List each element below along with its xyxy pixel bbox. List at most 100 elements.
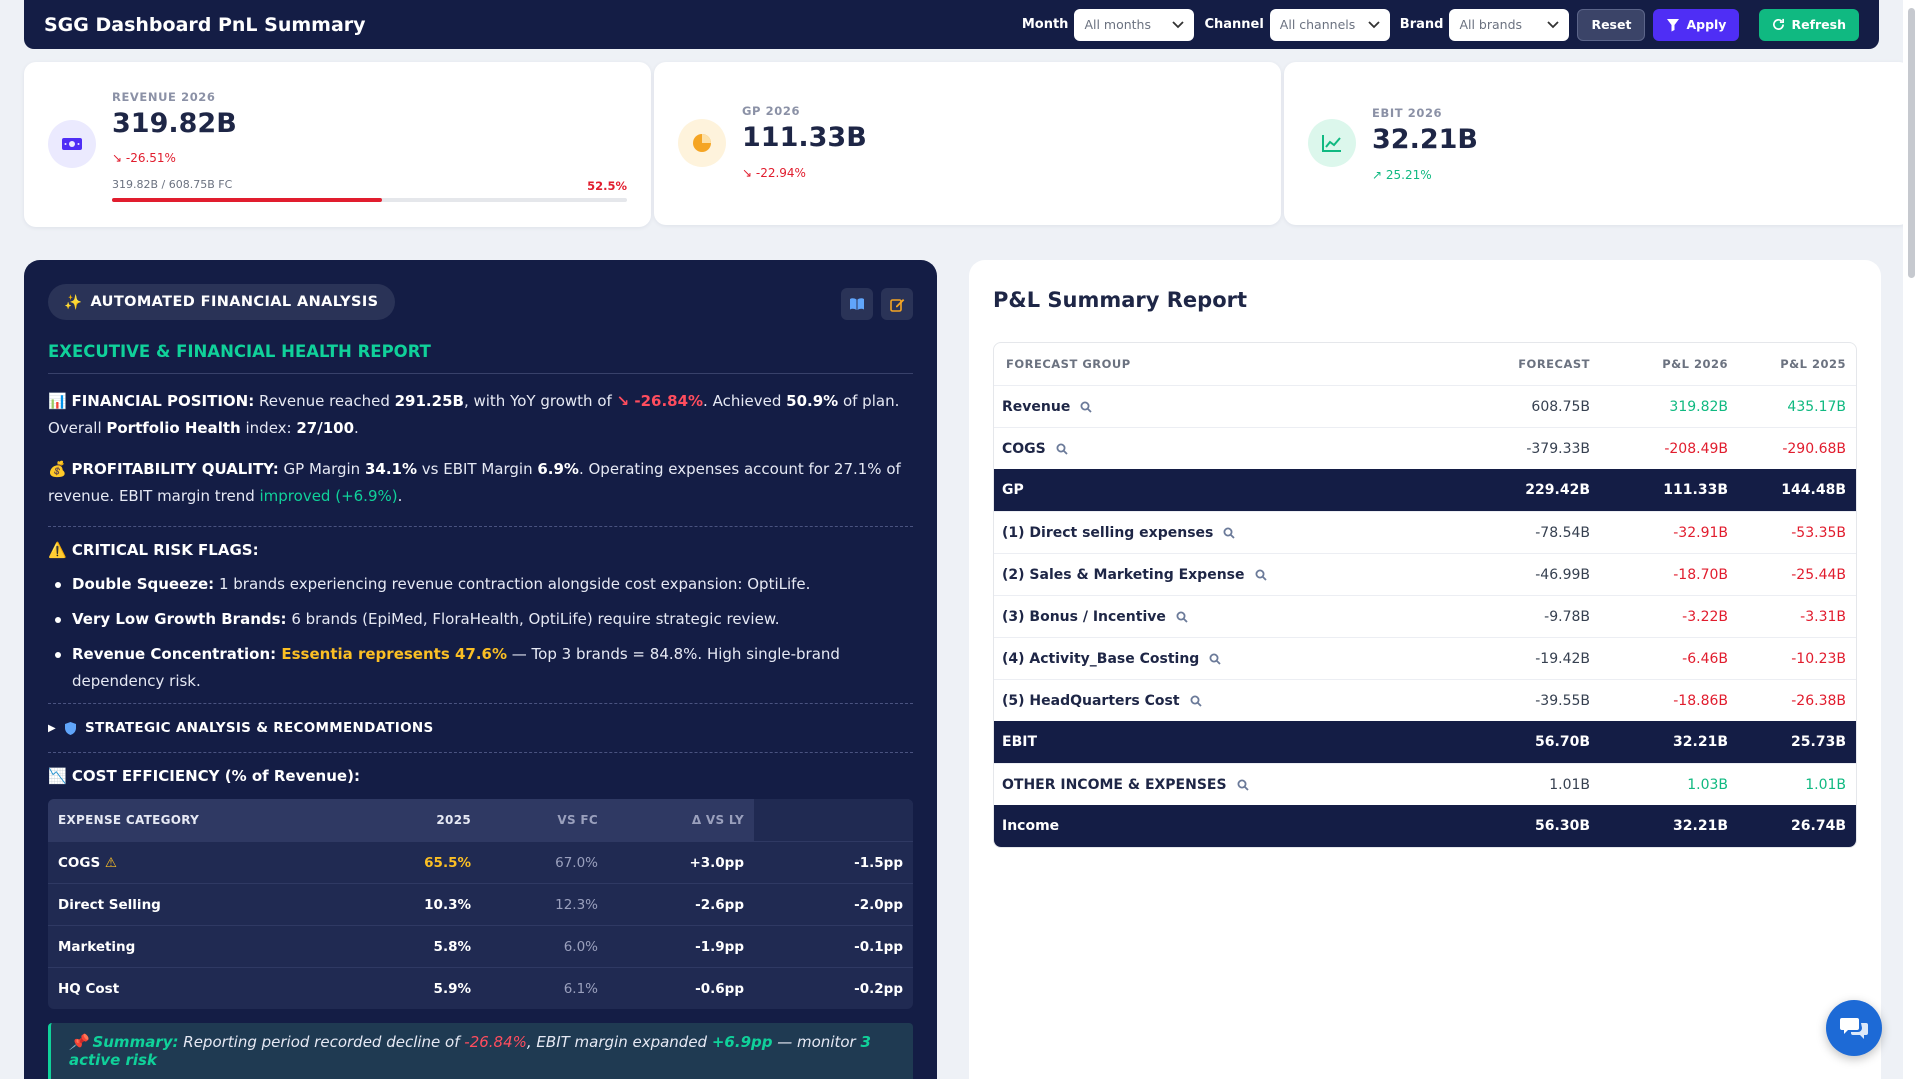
cell-pl-2026: 111.33B: [1663, 482, 1728, 498]
search-icon[interactable]: [1255, 569, 1267, 581]
cell-forecast: -78.54B: [1535, 524, 1590, 541]
page-scrollbar[interactable]: [1903, 0, 1919, 1079]
strategic-analysis-toggle[interactable]: ▶ STRATEGIC ANALYSIS & RECOMMENDATIONS: [48, 720, 913, 736]
sparkle-icon: ✨: [64, 294, 83, 311]
top-header: SGG Dashboard PnL Summary Month All mont…: [24, 0, 1879, 49]
cell-forecast: -46.99B: [1535, 566, 1590, 583]
channel-select[interactable]: All channels: [1269, 8, 1390, 41]
cell-name: Direct Selling: [58, 896, 161, 913]
kpi-value: 319.82B: [112, 108, 237, 139]
reset-button[interactable]: Reset: [1577, 8, 1646, 41]
table-row: COGS ⚠ 65.5% 67.0% +3.0pp -1.5pp: [48, 841, 913, 883]
table-row: (2) Sales & Marketing Expense -46.99B -18.…: [994, 553, 1856, 595]
apply-button-label: Apply: [1686, 17, 1727, 32]
warning-icon: ⚠: [104, 854, 117, 871]
row-label: (3) Bonus / Incentive: [994, 609, 1470, 625]
financial-position-paragraph: 📊 FINANCIAL POSITION: Revenue reached 29…: [48, 392, 900, 437]
table-row: Revenue 608.75B 319.82B 435.17B: [994, 385, 1856, 427]
chat-button[interactable]: [1826, 1000, 1882, 1056]
cell: 65.5%: [424, 854, 471, 871]
analysis-pill-label: AUTOMATED FINANCIAL ANALYSIS: [90, 294, 379, 310]
column-header: FORECAST: [1518, 357, 1590, 371]
cell-forecast: -19.42B: [1535, 650, 1590, 667]
divider: [48, 526, 913, 527]
cell: -2.0pp: [854, 896, 903, 913]
table-row: OTHER INCOME & EXPENSES 1.01B 1.03B 1.01B: [994, 763, 1856, 805]
refresh-button[interactable]: Refresh: [1759, 8, 1859, 41]
month-label: Month: [1021, 17, 1069, 32]
cell: 10.3%: [424, 896, 471, 913]
channel-label: Channel: [1204, 17, 1264, 32]
pie-chart-icon: [678, 119, 726, 167]
column-header: P&L 2025: [1780, 357, 1846, 371]
kpi-label: EBIT 2026: [1372, 106, 1443, 120]
cell-pl-2026: 32.21B: [1673, 818, 1728, 834]
pl-title: P&L Summary Report: [993, 288, 1248, 312]
kpi-label: GP 2026: [742, 104, 801, 118]
cell-forecast: -379.33B: [1526, 440, 1590, 457]
kpi-value: 32.21B: [1372, 124, 1478, 155]
list-item: Double Squeeze: 1 brands experiencing re…: [48, 571, 913, 598]
search-icon[interactable]: [1176, 611, 1188, 623]
row-label: GP: [1002, 482, 1024, 498]
search-icon[interactable]: [1056, 443, 1068, 455]
search-icon[interactable]: [1209, 653, 1221, 665]
scrollbar-thumb[interactable]: [1908, 8, 1915, 278]
month-select[interactable]: All months: [1074, 8, 1195, 41]
cell: -0.1pp: [854, 938, 903, 955]
cell-pl-2025: 26.74B: [1791, 818, 1846, 834]
cell: -2.6pp: [695, 896, 744, 913]
panel-tools: [833, 288, 913, 320]
apply-button[interactable]: Apply: [1653, 8, 1740, 41]
table-row: (1) Direct selling expenses -78.54B -32.91…: [994, 511, 1856, 553]
search-icon[interactable]: [1190, 695, 1202, 707]
divider: [48, 703, 913, 704]
cost-efficiency-title: 📉 COST EFFICIENCY (% of Revenue):: [48, 767, 360, 785]
cell: -0.2pp: [854, 980, 903, 997]
cell-pl-2026: -18.86B: [1673, 692, 1728, 709]
cell-forecast: 229.42B: [1525, 482, 1590, 498]
search-icon[interactable]: [1237, 779, 1249, 791]
table-row: Direct Selling 10.3% 12.3% -2.6pp -2.0pp: [48, 883, 913, 925]
cell-pl-2025: 1.01B: [1805, 776, 1846, 793]
kpi-card-revenue: REVENUE 2026 319.82B ↘ -26.51% 319.82B /…: [24, 62, 651, 227]
kpi-label: REVENUE 2026: [112, 90, 216, 104]
cell-pl-2026: -3.22B: [1682, 608, 1728, 625]
cell-pl-2025: -290.68B: [1782, 440, 1846, 457]
report-heading: EXECUTIVE & FINANCIAL HEALTH REPORT: [48, 342, 913, 374]
edit-button[interactable]: [881, 288, 913, 320]
chat-bubbles-icon: [1840, 1018, 1868, 1039]
cell-pl-2026: -32.91B: [1673, 524, 1728, 541]
cell-name: Marketing: [58, 938, 136, 955]
cell-pl-2026: -18.70B: [1673, 566, 1728, 583]
column-header: FORECAST GROUP: [1006, 357, 1131, 371]
pl-summary-panel: P&L Summary Report FORECAST GROUP FORECA…: [969, 260, 1881, 1079]
cell: 5.8%: [433, 938, 471, 955]
kpi-card-gp: GP 2026 111.33B ↘ -22.94%: [654, 62, 1281, 225]
shield-icon: [65, 721, 76, 735]
list-item: Very Low Growth Brands: 6 brands (EpiMed…: [48, 606, 913, 633]
cell-pl-2025: -3.31B: [1800, 608, 1846, 625]
filters-bar: Month All months Channel All channels Br…: [1012, 8, 1859, 41]
row-label: OTHER INCOME & EXPENSES: [994, 777, 1470, 793]
strategic-analysis-label: STRATEGIC ANALYSIS & RECOMMENDATIONS: [85, 720, 434, 736]
edit-icon: [889, 298, 904, 312]
table-row: EBIT 56.70B 32.21B 25.73B: [994, 721, 1856, 763]
cell-pl-2025: -53.35B: [1791, 524, 1846, 541]
search-icon[interactable]: [1223, 527, 1235, 539]
kpi-change: ↘ -26.51%: [112, 151, 176, 165]
kpi-progress-bar: [112, 198, 627, 202]
cell-forecast: -39.55B: [1535, 692, 1590, 709]
search-icon[interactable]: [1080, 401, 1092, 413]
risk-flags-list: Double Squeeze: 1 brands experiencing re…: [48, 571, 913, 695]
table-row: (4) Activity_Base Costing -19.42B -6.46B -1…: [994, 637, 1856, 679]
table-row: (5) HeadQuarters Cost -39.55B -18.86B -26.3…: [994, 679, 1856, 721]
book-button[interactable]: [841, 288, 873, 320]
risk-flags-title: ⚠️ CRITICAL RISK FLAGS:: [48, 541, 259, 559]
brand-select[interactable]: All brands: [1449, 8, 1570, 41]
channel-select-value: All channels: [1279, 17, 1356, 32]
cell: 6.1%: [563, 980, 598, 997]
cell-pl-2026: 1.03B: [1687, 776, 1728, 793]
cell-pl-2025: 25.73B: [1791, 734, 1846, 750]
cell-pl-2026: -208.49B: [1664, 440, 1728, 457]
